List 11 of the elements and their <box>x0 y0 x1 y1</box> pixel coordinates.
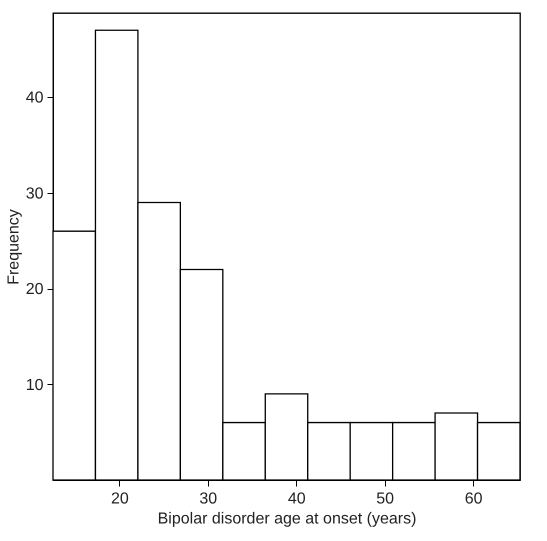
x-tick-label: 30 <box>199 490 218 508</box>
x-tick-label: 40 <box>288 490 306 508</box>
y-axis-title: Frequency <box>6 209 23 285</box>
x-tick-label: 20 <box>110 490 129 508</box>
x-tick-label: 50 <box>376 490 394 508</box>
y-tick-label: 10 <box>26 376 44 394</box>
y-tick-label: 20 <box>26 281 44 298</box>
y-tick-label: 40 <box>26 90 44 107</box>
y-tick-label: 30 <box>26 185 44 202</box>
x-tick-label: 60 <box>464 490 483 508</box>
x-axis-title: Bipolar disorder age at onset (years) <box>158 510 416 528</box>
